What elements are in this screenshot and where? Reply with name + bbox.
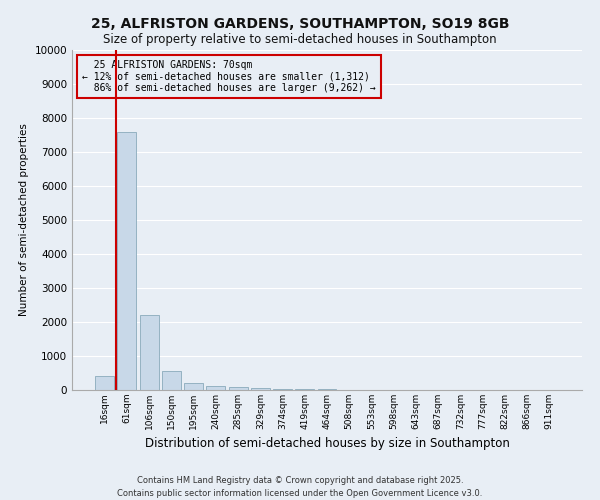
Bar [162,372,181,390]
Bar [95,376,114,390]
Bar [206,386,225,390]
Y-axis label: Number of semi-detached properties: Number of semi-detached properties [19,124,29,316]
Bar [118,132,136,390]
Bar [251,388,270,390]
Bar [184,383,203,390]
Bar [273,389,292,390]
Bar [140,315,158,390]
X-axis label: Distribution of semi-detached houses by size in Southampton: Distribution of semi-detached houses by … [145,438,509,450]
Text: 25 ALFRISTON GARDENS: 70sqm
← 12% of semi-detached houses are smaller (1,312)
  : 25 ALFRISTON GARDENS: 70sqm ← 12% of sem… [82,60,376,94]
Text: Size of property relative to semi-detached houses in Southampton: Size of property relative to semi-detach… [103,32,497,46]
Bar [229,388,248,390]
Text: 25, ALFRISTON GARDENS, SOUTHAMPTON, SO19 8GB: 25, ALFRISTON GARDENS, SOUTHAMPTON, SO19… [91,18,509,32]
Text: Contains HM Land Registry data © Crown copyright and database right 2025.
Contai: Contains HM Land Registry data © Crown c… [118,476,482,498]
